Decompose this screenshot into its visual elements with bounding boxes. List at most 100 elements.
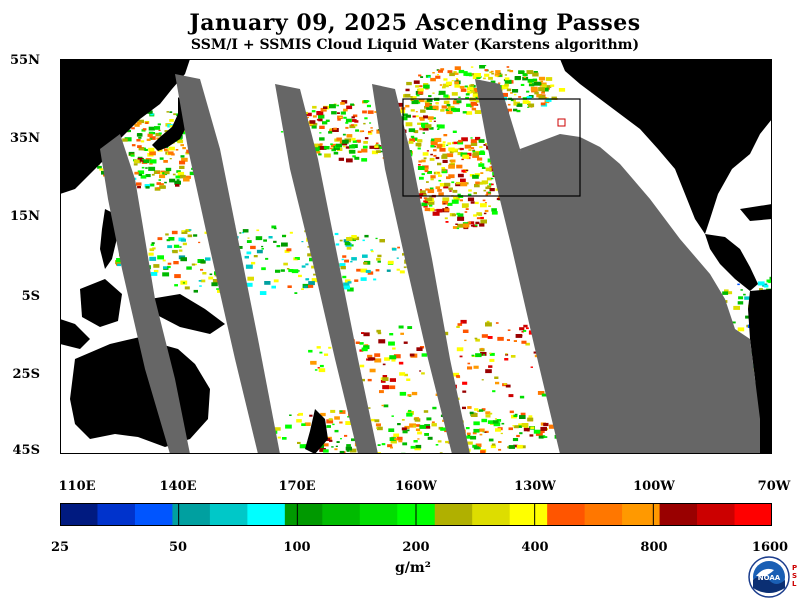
cloud-pixel — [319, 448, 326, 452]
cloud-pixel — [519, 415, 526, 419]
japan-land — [152, 97, 188, 151]
cloud-pixel — [340, 111, 346, 115]
cloud-pixel — [320, 412, 326, 417]
cloud-pixel — [374, 419, 380, 423]
cloud-pixel — [501, 85, 509, 90]
cloud-pixel — [470, 147, 475, 149]
cloud-pixel — [724, 289, 729, 293]
cloud-pixel — [301, 288, 304, 290]
cloud-pixel — [406, 429, 410, 432]
north-america-land — [560, 59, 772, 234]
cloud-pixel — [737, 327, 745, 332]
cloud-pixel — [375, 142, 379, 145]
cloud-pixel — [405, 122, 413, 127]
cloud-pixel — [311, 265, 316, 269]
cloud-pixel — [507, 69, 511, 72]
cloud-pixel — [346, 444, 351, 447]
cloud-pixel — [532, 78, 537, 82]
cloud-pixel — [448, 187, 453, 191]
cloud-pixel — [520, 445, 526, 449]
cloud-pixel — [415, 115, 419, 118]
cloud-pixel — [480, 219, 487, 224]
cloud-pixel — [456, 325, 460, 328]
cloud-pixel — [336, 104, 339, 107]
cloud-pixel — [136, 139, 141, 142]
cloud-pixel — [418, 88, 424, 92]
cloud-pixel — [534, 91, 539, 95]
cloud-pixel — [757, 281, 765, 286]
cloud-pixel — [455, 78, 458, 80]
cloud-pixel — [457, 141, 464, 145]
cloud-pixel — [485, 186, 490, 190]
cloud-pixel — [551, 96, 557, 100]
cloud-pixel — [445, 108, 450, 111]
cloud-pixel — [410, 135, 415, 138]
cloud-pixel — [145, 174, 151, 178]
cloud-pixel — [503, 383, 507, 385]
cloud-pixel — [468, 189, 472, 192]
cloud-pixel — [318, 114, 325, 119]
cloud-pixel — [427, 171, 432, 174]
cloud-pixel — [550, 84, 555, 87]
cloud-pixel — [459, 199, 463, 202]
cloud-pixel — [427, 200, 435, 205]
cloud-pixel — [495, 70, 501, 74]
chart-subtitle: SSM/I + SSMIS Cloud Liquid Water (Karste… — [190, 37, 640, 53]
cloud-pixel — [441, 169, 448, 174]
cloud-pixel — [359, 364, 365, 368]
cloud-pixel — [540, 80, 544, 83]
cloud-pixel — [134, 171, 139, 175]
cloud-pixel — [474, 201, 479, 205]
cloud-pixel — [246, 240, 252, 243]
cloud-pixel — [545, 77, 553, 81]
cloud-pixel — [323, 146, 330, 150]
cloud-pixel — [182, 282, 185, 284]
cloud-pixel — [424, 433, 429, 436]
cloud-pixel — [140, 175, 147, 179]
cloud-pixel — [419, 116, 424, 120]
cloud-pixel — [423, 84, 430, 89]
cloud-pixel — [259, 291, 267, 295]
cloud-pixel — [455, 375, 460, 378]
cloud-pixel — [332, 423, 335, 426]
cloud-pixel — [344, 259, 349, 263]
cloud-pixel — [418, 193, 423, 196]
cloud-pixel — [153, 264, 160, 268]
cloud-pixel — [467, 434, 470, 437]
cloud-pixel — [429, 127, 434, 130]
cloud-pixel — [441, 105, 447, 109]
cloud-pixel — [377, 426, 383, 431]
cloud-pixel — [294, 257, 300, 260]
cloud-pixel — [156, 182, 161, 185]
cloud-pixel — [353, 124, 358, 127]
cloud-pixel — [472, 174, 479, 179]
cloud-pixel — [540, 102, 546, 106]
cloud-pixel — [484, 202, 487, 204]
no-data-swath-gaps — [100, 74, 760, 454]
cloud-pixel — [481, 379, 484, 381]
cloud-pixel — [169, 119, 174, 122]
cloud-pixel — [446, 81, 453, 86]
colorbar-swatch — [584, 503, 623, 526]
cloud-pixel — [733, 305, 740, 310]
cloud-pixel — [326, 425, 331, 428]
cloud-pixel — [485, 414, 491, 418]
cloud-pixel — [477, 157, 483, 161]
cloud-pixel — [769, 276, 772, 281]
cloud-pixel — [396, 257, 399, 259]
cloud-pixel — [464, 211, 468, 213]
cloud-pixel — [339, 421, 343, 424]
cloud-pixel — [451, 181, 455, 184]
cloud-pixel — [402, 442, 408, 446]
cloud-pixel — [504, 83, 509, 87]
cloud-pixel — [180, 238, 186, 242]
cloud-pixel — [421, 353, 428, 357]
cloud-pixel — [362, 110, 367, 114]
cloud-pixel — [430, 141, 438, 146]
cloud-pixel — [342, 133, 346, 136]
cloud-pixel — [398, 361, 404, 365]
cloud-pixel — [438, 179, 442, 182]
cloud-pixel — [155, 132, 162, 137]
cloud-pixel — [488, 183, 493, 186]
cloud-pixel — [401, 427, 407, 431]
